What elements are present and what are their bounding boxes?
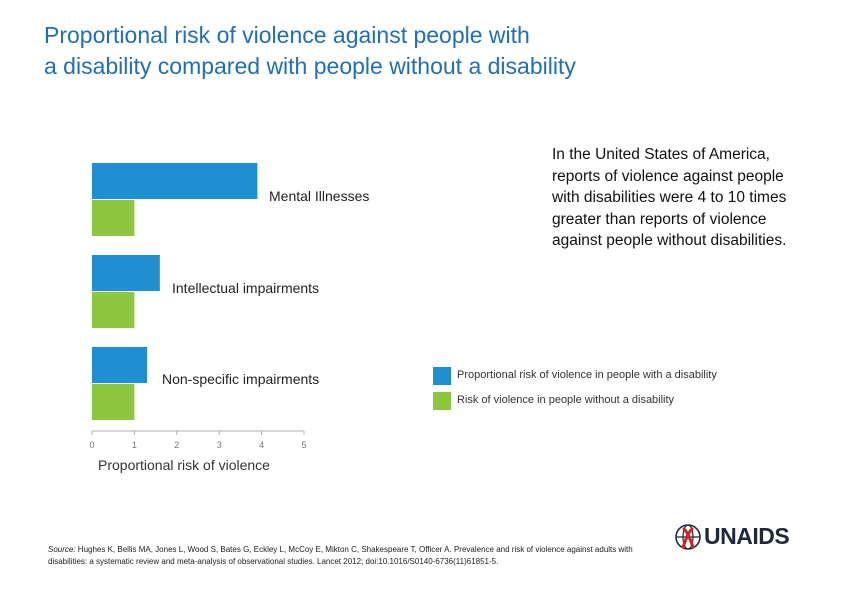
source-citation: Source: Hughes K, Bellis MA, Jones L, Wo… xyxy=(48,544,658,567)
category-label-intellectual-impairments: Intellectual impairments xyxy=(172,280,320,296)
summary-text: In the United States of America, reports… xyxy=(552,146,787,250)
page-title: Proportional risk of violence against pe… xyxy=(44,20,804,82)
x-tick-label-3: 3 xyxy=(217,440,222,450)
legend-swatch-with-disability xyxy=(433,367,451,385)
x-axis-label: Proportional risk of violence xyxy=(98,457,270,473)
x-tick-label-1: 1 xyxy=(132,440,137,450)
x-tick-label-5: 5 xyxy=(301,440,306,450)
unaids-logo: UNAIDS xyxy=(674,522,799,552)
bar-without-disability-2 xyxy=(92,384,135,420)
bar-without-disability-0 xyxy=(92,200,135,236)
source-lead: Source: xyxy=(48,545,76,554)
x-tick-label-4: 4 xyxy=(259,440,264,450)
category-label-non-specific-impairments: Non-specific impairments xyxy=(162,371,320,387)
x-tick-label-0: 0 xyxy=(89,440,94,450)
category-label-mental-illnesses: Mental Illnesses xyxy=(269,188,370,204)
title-line-2: a disability compared with people withou… xyxy=(44,53,576,79)
bar-with-disability-1 xyxy=(92,255,160,291)
bar-without-disability-1 xyxy=(92,292,135,328)
bar-with-disability-0 xyxy=(92,163,258,199)
source-text: Hughes K, Bellis MA, Jones L, Wood S, Ba… xyxy=(48,545,633,566)
x-tick-label-2: 2 xyxy=(174,440,179,450)
title-line-1: Proportional risk of violence against pe… xyxy=(44,22,530,48)
legend-label-with-disability: Proportional risk of violence in people … xyxy=(457,369,717,381)
logo-text: UNAIDS xyxy=(704,523,790,549)
legend-swatch-without-disability xyxy=(433,392,451,410)
legend-label-without-disability: Risk of violence in people without a dis… xyxy=(457,394,675,406)
bar-with-disability-2 xyxy=(92,347,148,383)
unaids-ribbon-globe-icon xyxy=(675,524,701,550)
